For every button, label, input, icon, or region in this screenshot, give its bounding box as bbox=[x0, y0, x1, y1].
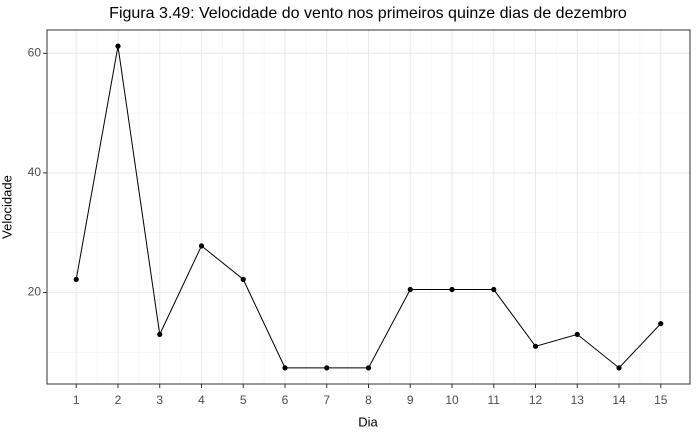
x-tick-label: 4 bbox=[198, 393, 205, 407]
x-tick-label: 9 bbox=[407, 393, 414, 407]
point bbox=[658, 321, 664, 327]
x-tick-label: 6 bbox=[282, 393, 289, 407]
y-tick-label: 40 bbox=[28, 165, 42, 179]
point bbox=[532, 343, 539, 349]
point bbox=[282, 365, 288, 371]
point bbox=[157, 331, 163, 337]
panel-border bbox=[46, 29, 691, 385]
x-tick-label: 10 bbox=[445, 393, 459, 407]
point bbox=[73, 276, 79, 282]
chart-title: Figura 3.49: Velocidade do vento nos pri… bbox=[109, 5, 627, 22]
x-tick-label: 15 bbox=[654, 393, 668, 407]
point bbox=[449, 286, 455, 293]
point bbox=[491, 286, 497, 293]
x-tick-label: 14 bbox=[612, 393, 626, 407]
y-tick-label: 20 bbox=[28, 285, 42, 299]
x-tick-label: 1 bbox=[73, 393, 80, 407]
point bbox=[616, 365, 622, 371]
x-tick-label: 13 bbox=[571, 393, 585, 407]
x-tick-label: 5 bbox=[240, 393, 247, 407]
x-tick-label: 7 bbox=[323, 393, 330, 407]
point bbox=[407, 286, 413, 293]
y-axis-title: Velocidade bbox=[0, 175, 14, 239]
x-tick-label: 8 bbox=[365, 393, 372, 407]
x-tick-label: 12 bbox=[529, 393, 543, 407]
point bbox=[198, 243, 205, 249]
point bbox=[115, 43, 121, 49]
y-tick-label: 60 bbox=[28, 45, 42, 59]
x-axis-title: Dia bbox=[358, 414, 378, 429]
x-tick-label: 11 bbox=[488, 393, 501, 407]
point bbox=[365, 365, 372, 371]
x-tick-label: 3 bbox=[156, 393, 163, 407]
x-tick-label: 2 bbox=[115, 393, 122, 407]
point bbox=[574, 331, 580, 337]
point bbox=[324, 365, 330, 371]
point bbox=[240, 276, 246, 282]
